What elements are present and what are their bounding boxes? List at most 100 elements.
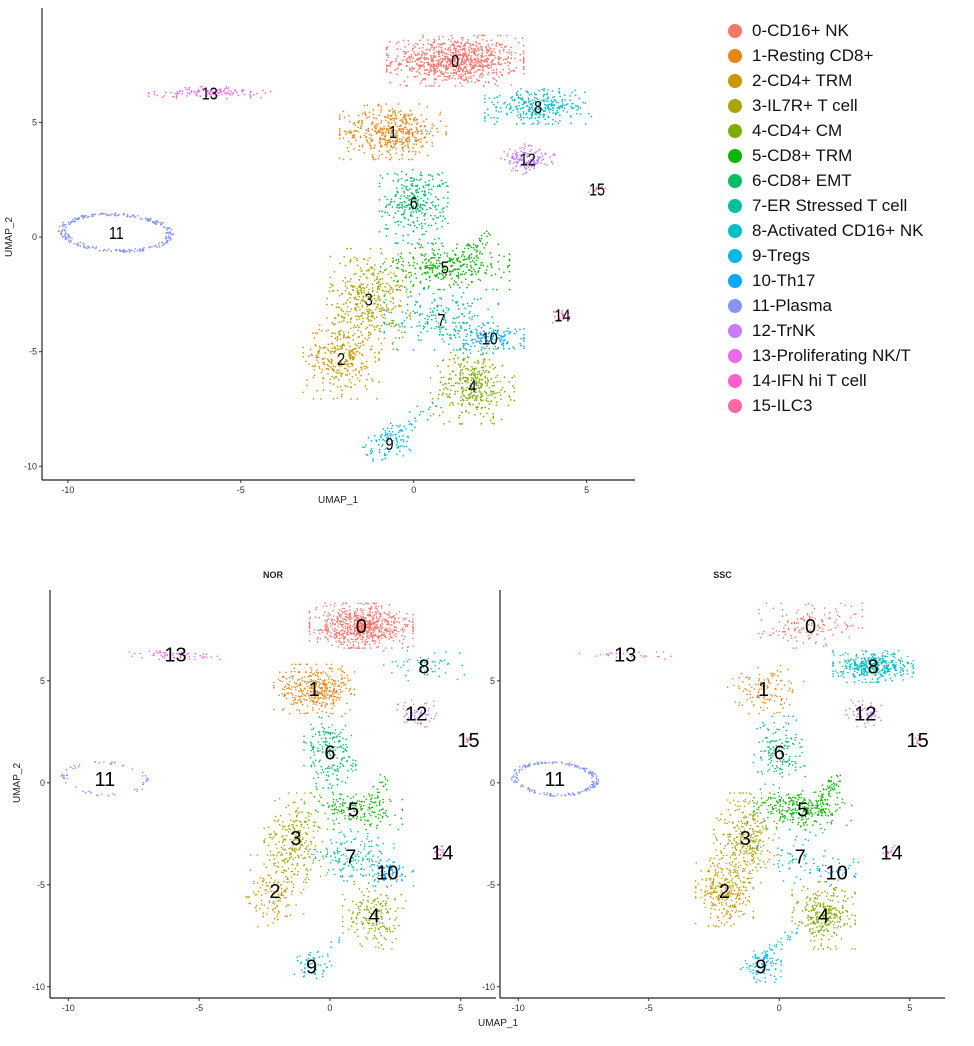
point-cluster-6 [441,220,444,222]
point-cluster-13 [193,90,196,93]
point-cluster-0 [460,36,463,39]
point-cluster-10 [505,330,508,332]
point-cluster-0 [435,66,438,68]
point-cluster-0 [450,40,452,43]
point-cluster-0 [409,61,411,64]
point-cluster-4 [480,378,483,381]
point-cluster-0 [464,65,466,68]
point-cluster-9 [381,439,384,441]
point-cluster-2 [339,385,342,388]
point-cluster-2 [342,331,345,333]
point-cluster-0 [500,46,503,49]
point-cluster-7 [471,318,473,321]
point-cluster-8 [550,99,553,102]
point-cluster-5 [383,269,386,272]
point-cluster-0 [428,49,431,52]
point-cluster-9 [391,430,394,433]
point-cluster-0 [492,59,495,61]
point-cluster-10 [482,352,484,354]
point-cluster-4 [513,347,516,350]
point-cluster-11 [156,221,159,224]
point-cluster-11 [167,237,170,239]
point-cluster-0 [395,629,398,632]
point-cluster-5 [434,267,437,269]
point-cluster-11 [92,246,95,249]
point-cluster-7 [491,316,494,318]
point-cluster-0 [488,67,490,70]
point-cluster-3 [387,291,389,293]
point-cluster-1 [426,154,429,157]
point-cluster-9 [405,445,408,448]
point-cluster-4 [477,350,480,353]
point-cluster-7 [423,288,425,291]
point-cluster-0 [313,631,315,634]
point-cluster-0 [508,71,511,74]
point-cluster-3 [344,301,347,304]
point-cluster-4 [492,412,495,415]
point-cluster-0 [331,618,334,621]
point-cluster-0 [324,602,326,605]
point-cluster-10 [502,345,505,347]
point-cluster-4 [491,364,494,366]
point-cluster-0 [328,615,330,617]
point-cluster-1 [396,125,399,128]
point-cluster-6 [421,212,423,214]
point-cluster-11 [133,250,136,253]
point-cluster-0 [448,57,451,60]
point-cluster-1 [347,150,350,153]
point-cluster-0 [423,52,426,55]
point-cluster-1 [368,133,371,136]
point-cluster-11 [158,242,160,244]
point-cluster-2 [360,374,362,377]
point-cluster-1 [418,103,421,105]
point-cluster-1 [425,118,428,121]
point-cluster-2 [355,326,357,329]
point-cluster-5 [436,265,439,268]
point-cluster-3 [362,317,364,320]
point-cluster-0 [460,68,462,71]
point-cluster-0 [355,612,358,615]
point-cluster-13 [172,96,174,98]
point-cluster-1 [389,114,391,117]
point-cluster-7 [474,338,476,341]
point-cluster-2 [323,363,326,366]
point-cluster-7 [398,337,401,339]
point-cluster-8 [511,96,514,98]
point-cluster-2 [302,391,304,394]
point-cluster-8 [516,90,519,93]
point-cluster-11 [139,250,142,253]
point-cluster-0 [397,617,400,620]
point-cluster-1 [400,139,403,141]
point-cluster-0 [418,47,421,50]
point-cluster-2 [366,378,368,381]
point-cluster-0 [398,640,401,642]
point-cluster-0 [440,46,443,49]
point-cluster-8 [531,104,534,106]
point-cluster-8 [509,105,512,107]
point-cluster-4 [470,369,473,372]
point-cluster-4 [496,374,499,377]
point-cluster-0 [349,621,352,623]
point-cluster-10 [498,334,500,337]
point-cluster-2 [371,378,373,380]
point-cluster-3 [358,295,360,298]
point-cluster-0 [474,59,477,61]
point-cluster-1 [349,158,352,161]
point-cluster-1 [388,140,390,143]
point-cluster-4 [459,423,462,425]
point-cluster-10 [492,352,494,354]
point-cluster-4 [459,379,462,382]
point-cluster-6 [401,201,403,204]
point-cluster-11 [60,231,63,233]
point-cluster-6 [378,182,381,185]
point-cluster-4 [485,397,488,400]
point-cluster-0 [454,49,457,52]
point-cluster-7 [469,310,471,313]
point-cluster-1 [392,146,394,149]
point-cluster-6 [442,211,444,213]
point-cluster-5 [479,252,481,255]
point-cluster-2 [313,368,316,371]
point-cluster-0 [481,69,484,72]
point-cluster-1 [380,108,383,111]
point-cluster-6 [414,185,417,187]
